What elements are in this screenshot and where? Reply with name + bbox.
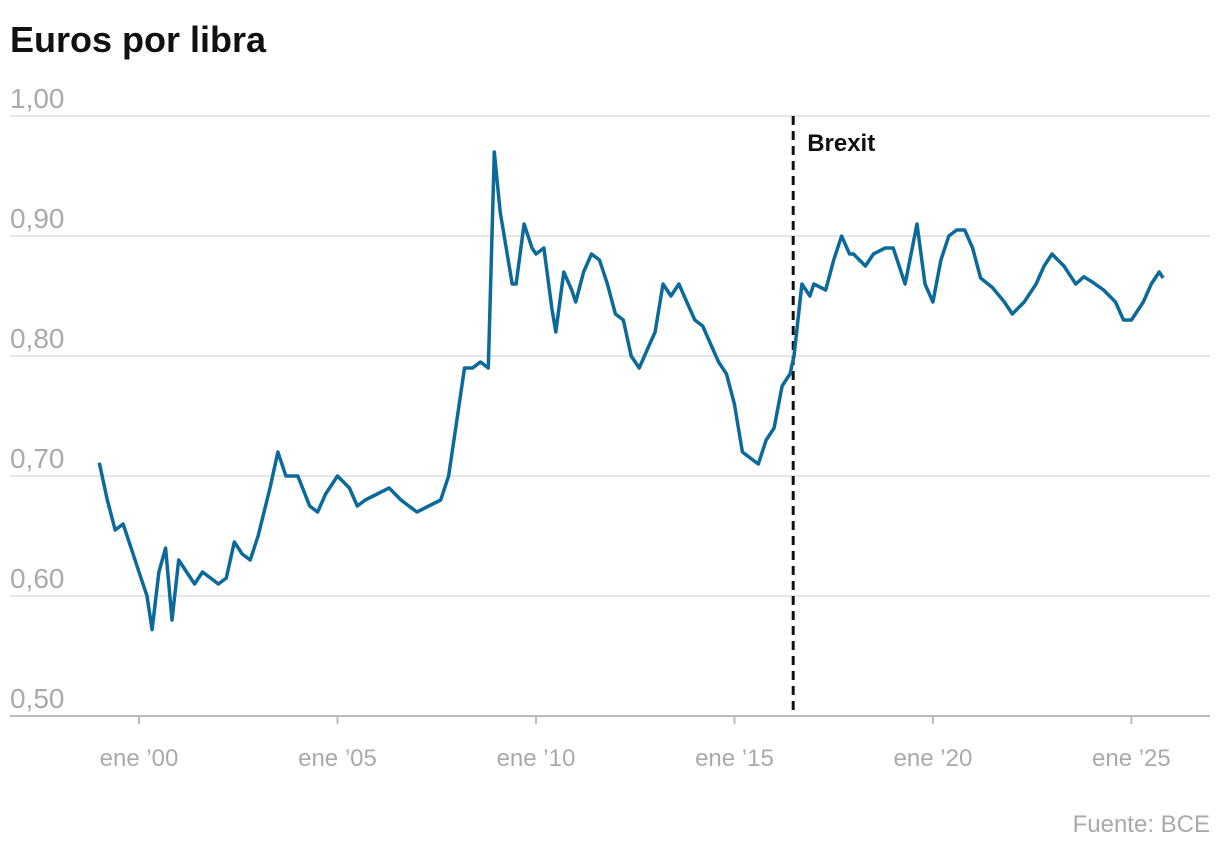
chart-title: Euros por libra	[10, 19, 267, 60]
data-line	[97, 150, 1165, 632]
y-tick-label: 1,00	[10, 83, 65, 114]
y-tick-label: 0,60	[10, 563, 65, 594]
x-tick-label: ene ’15	[695, 745, 774, 772]
x-tick-label: ene ’25	[1092, 745, 1171, 772]
y-tick-label: 0,70	[10, 443, 65, 474]
annotation-label: Brexit	[807, 130, 875, 157]
x-tick-label: ene ’05	[298, 745, 377, 772]
x-tick-label: ene ’20	[894, 745, 973, 772]
source: Fuente: BCE	[1073, 811, 1210, 838]
y-tick-label: 0,80	[10, 323, 65, 354]
x-tick-label: ene ’10	[497, 745, 576, 772]
x-tick-label: ene ’00	[100, 745, 179, 772]
y-tick-label: 0,50	[10, 683, 65, 714]
y-tick-label: 0,90	[10, 203, 65, 234]
